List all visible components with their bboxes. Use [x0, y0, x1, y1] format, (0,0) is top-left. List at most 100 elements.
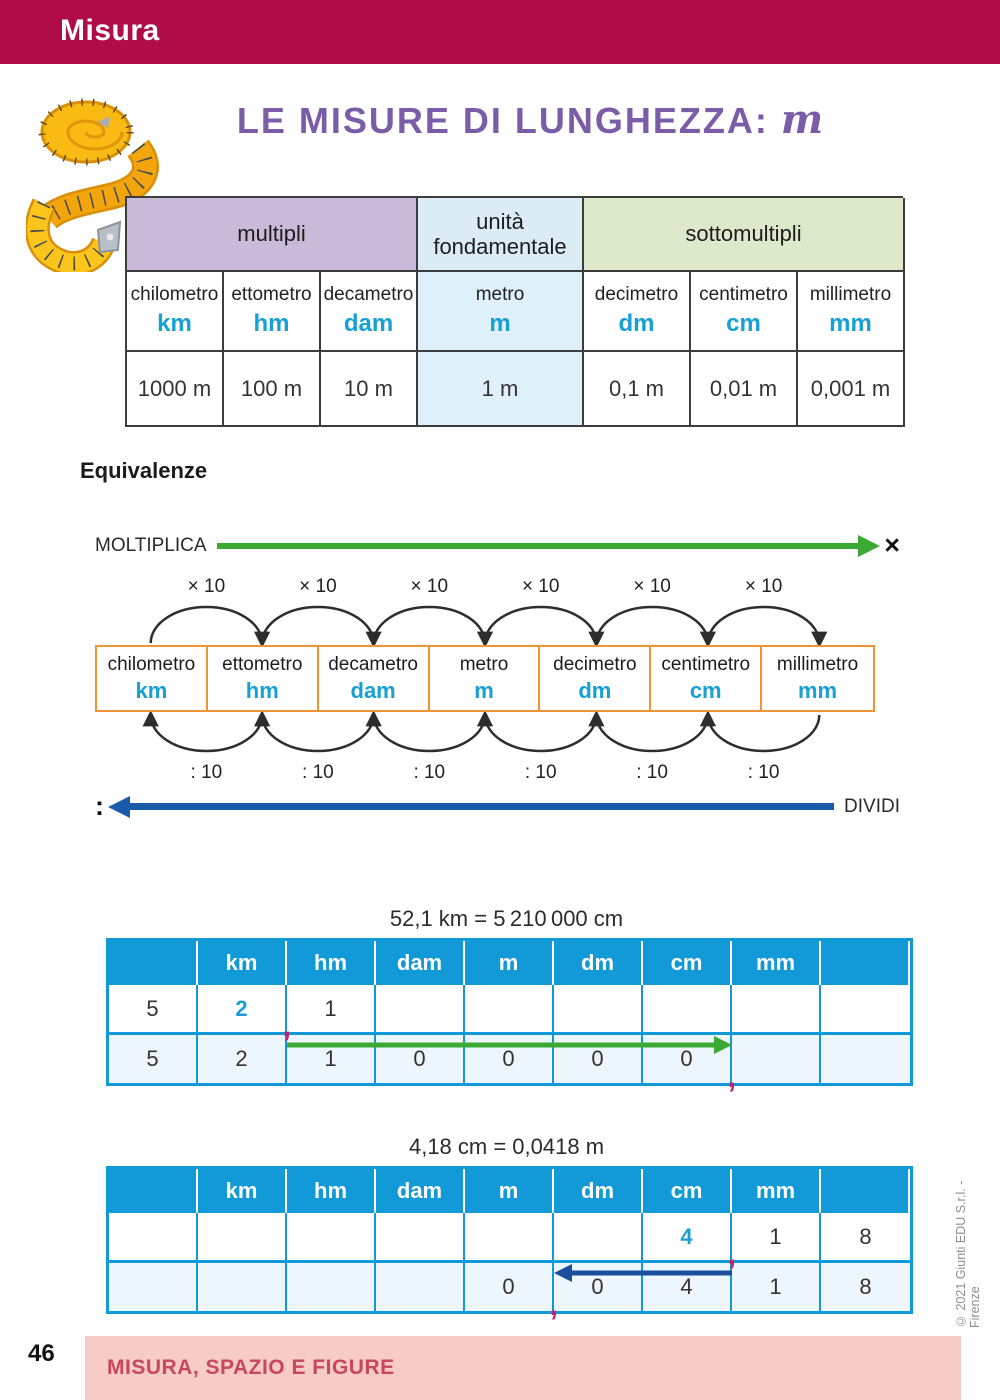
- col-header-empty: [109, 1169, 198, 1213]
- digit-cell: 0: [465, 1035, 554, 1083]
- col-header-empty: [821, 1169, 910, 1213]
- arrow-head-left-icon: [554, 1264, 572, 1282]
- multiply-label: MOLTIPLICA: [95, 534, 207, 556]
- col-header-dam: dam: [376, 941, 465, 985]
- unit-name: ettometro: [231, 284, 312, 305]
- digit-cell: 0,: [643, 1035, 736, 1093]
- col-header-km: km: [198, 941, 287, 985]
- digit-cell: [732, 985, 821, 1032]
- equivalenze-heading: Equivalenze: [80, 458, 208, 483]
- unit-value-dam: 10 m: [321, 352, 418, 427]
- unit-abbr: mm: [829, 310, 872, 337]
- tape-band-orange: [40, 141, 157, 227]
- unit-name: metro: [459, 653, 509, 675]
- times-ten-label: × 10: [188, 576, 226, 597]
- unit-name: chilometro: [107, 653, 196, 675]
- page-number: 46: [28, 1340, 55, 1367]
- times-ten-arc: [706, 605, 828, 645]
- equiv-box-hm: ettometro hm: [208, 647, 319, 710]
- digit-cell: 5: [109, 985, 198, 1032]
- divide-ten-label: : 10: [413, 762, 445, 783]
- page-title-unit-symbol: m: [780, 96, 824, 143]
- conversion-blue-arrow: [554, 1263, 732, 1283]
- divide-ten-arcs: : 10 : 10 : 10 : 10 : 10 : 10: [142, 712, 821, 783]
- decimal-comma: ,: [549, 1289, 558, 1322]
- digit-cell: 1: [287, 985, 376, 1032]
- digit-cell: 2,: [198, 985, 291, 1042]
- multiply-arrowhead-icon: [858, 534, 881, 557]
- unit-cell-dam: decametro dam: [321, 272, 418, 352]
- times-ten-arcs: × 10 × 10 × 10 × 10 × 10 × 10: [149, 576, 828, 645]
- conversion1-title: 52,1 km = 5 210 000 cm: [389, 906, 624, 931]
- col-header-hm: hm: [287, 941, 376, 985]
- group-unita-fondamentale: unità fondamentale: [418, 198, 584, 272]
- times-ten-label: × 10: [522, 576, 560, 597]
- conversion-green-arrow: [287, 1035, 732, 1055]
- divide-ten-arc: [254, 712, 375, 753]
- digit-cell: [198, 1213, 287, 1260]
- col-header-mm: mm: [732, 1169, 821, 1213]
- times-ten-arc: [149, 605, 271, 645]
- tape-coil-clip: [98, 116, 110, 128]
- divide-arrowhead-icon: [108, 795, 130, 818]
- digit-cell: [821, 985, 910, 1032]
- digit-cell: [465, 985, 554, 1032]
- times-ten-arc: [595, 605, 716, 645]
- unit-name: decimetro: [594, 284, 679, 305]
- unit-value-cm: 0,01 m: [691, 352, 798, 427]
- unit-cell-dm: decimetro dm: [584, 272, 691, 352]
- unit-abbr: dm: [578, 677, 612, 703]
- unit-name: ettometro: [222, 653, 303, 675]
- conversion1-table: km hm dam m dm cm mm 5 2, 1 5 2 1 0 0 0: [106, 938, 913, 1093]
- conversion1-row1: 5 2, 1: [109, 985, 910, 1042]
- times-ten-label: × 10: [745, 576, 783, 597]
- divide-ten-arc: [699, 712, 821, 753]
- divide-ten-label: : 10: [191, 762, 223, 783]
- equiv-box-dam: decametro dam: [319, 647, 430, 710]
- arrow-bar: [568, 1270, 732, 1276]
- equiv-box-m: metro m: [430, 647, 541, 710]
- unit-name: centimetro: [661, 653, 751, 675]
- divide-symbol: :: [95, 791, 104, 821]
- col-header-m: m: [465, 941, 554, 985]
- units-table: multipli unità fondamentale sottomultipl…: [125, 196, 905, 427]
- digit-cell: [554, 985, 643, 1032]
- page-title: LE MISURE DI LUNGHEZZA: m: [180, 96, 880, 143]
- divide-arrow: [108, 795, 835, 818]
- col-header-m: m: [465, 1169, 554, 1213]
- col-header-cm: cm: [643, 1169, 732, 1213]
- tape-hook-yellow: [27, 199, 114, 272]
- unit-abbr: mm: [798, 677, 838, 703]
- group-sottomultipli: sottomultipli: [584, 198, 905, 272]
- unit-name: metro: [475, 284, 525, 305]
- digit-cell: [821, 1035, 910, 1083]
- divide-arrow-row: : DIVIDI: [95, 793, 900, 820]
- equiv-box-mm: millimetro mm: [762, 647, 873, 710]
- col-header-km: km: [198, 1169, 287, 1213]
- units-table-value-row: 1000 m 100 m 10 m 1 m 0,1 m 0,01 m 0,001…: [127, 352, 905, 427]
- digit-cell: [109, 1213, 198, 1260]
- digit-cell: 1: [732, 1263, 821, 1311]
- times-ten-label: × 10: [633, 576, 671, 597]
- divide-ten-label: : 10: [302, 762, 334, 783]
- digit-cell: 2: [198, 1035, 287, 1083]
- conversion2-title: 4,18 cm = 0,0418 m: [408, 1134, 605, 1159]
- divide-ten-label: : 10: [748, 762, 780, 783]
- unit-abbr: dm: [618, 310, 655, 337]
- conversion2-table: km hm dam m dm cm mm 4, 1 8 0, 0: [106, 1166, 913, 1321]
- digit-cell: 0: [376, 1035, 465, 1083]
- unit-value-km: 1000 m: [127, 352, 224, 427]
- times-ten-arc: [260, 605, 382, 645]
- col-header-cm: cm: [643, 941, 732, 985]
- conversion2-row2: 0, 0 4 1 8: [109, 1263, 910, 1321]
- digit-cell: [376, 1263, 465, 1311]
- equiv-box-cm: centimetro cm: [651, 647, 763, 710]
- col-header-hm: hm: [287, 1169, 376, 1213]
- units-table-name-row: chilometro km ettometro hm decametro dam…: [127, 272, 905, 352]
- equiv-box-dm: decimetro dm: [540, 647, 652, 710]
- unit-cell-km: chilometro km: [127, 272, 224, 352]
- digit-cell: 8: [859, 1223, 872, 1249]
- divide-ten-label: : 10: [636, 762, 668, 783]
- col-header-dam: dam: [376, 1169, 465, 1213]
- arrow-head-right-icon: [714, 1036, 732, 1054]
